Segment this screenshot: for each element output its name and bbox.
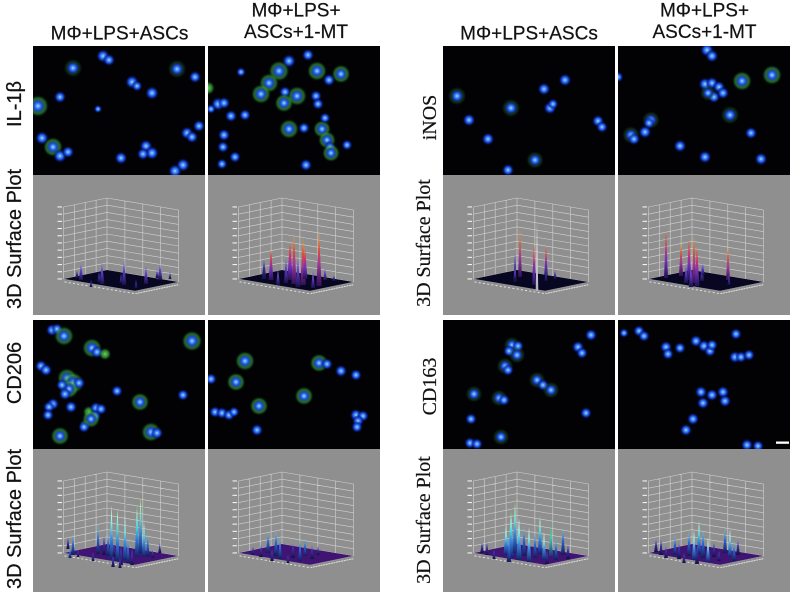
svg-text:iNOS: iNOS [419, 95, 441, 141]
svg-text:MΦ+LPS+ASCs: MΦ+LPS+ASCs [460, 24, 598, 45]
svg-text:MΦ+LPS+: MΦ+LPS+ [660, 1, 749, 22]
svg-text:ASCs+1-MT: ASCs+1-MT [244, 22, 348, 43]
svg-text:3D Surface Plot: 3D Surface Plot [4, 449, 26, 590]
svg-text:MΦ+LPS+ASCs: MΦ+LPS+ASCs [51, 24, 189, 45]
svg-text:3D Surface Plot: 3D Surface Plot [413, 179, 435, 307]
svg-text:IL-1β: IL-1β [4, 81, 26, 127]
svg-text:3D Surface Plot: 3D Surface Plot [413, 456, 435, 584]
svg-text:MΦ+LPS+: MΦ+LPS+ [251, 1, 340, 22]
svg-text:CD206: CD206 [4, 342, 26, 404]
svg-text:ASCs+1-MT: ASCs+1-MT [653, 22, 757, 43]
svg-text:CD163: CD163 [419, 358, 441, 416]
svg-text:3D Surface Plot: 3D Surface Plot [4, 169, 26, 310]
